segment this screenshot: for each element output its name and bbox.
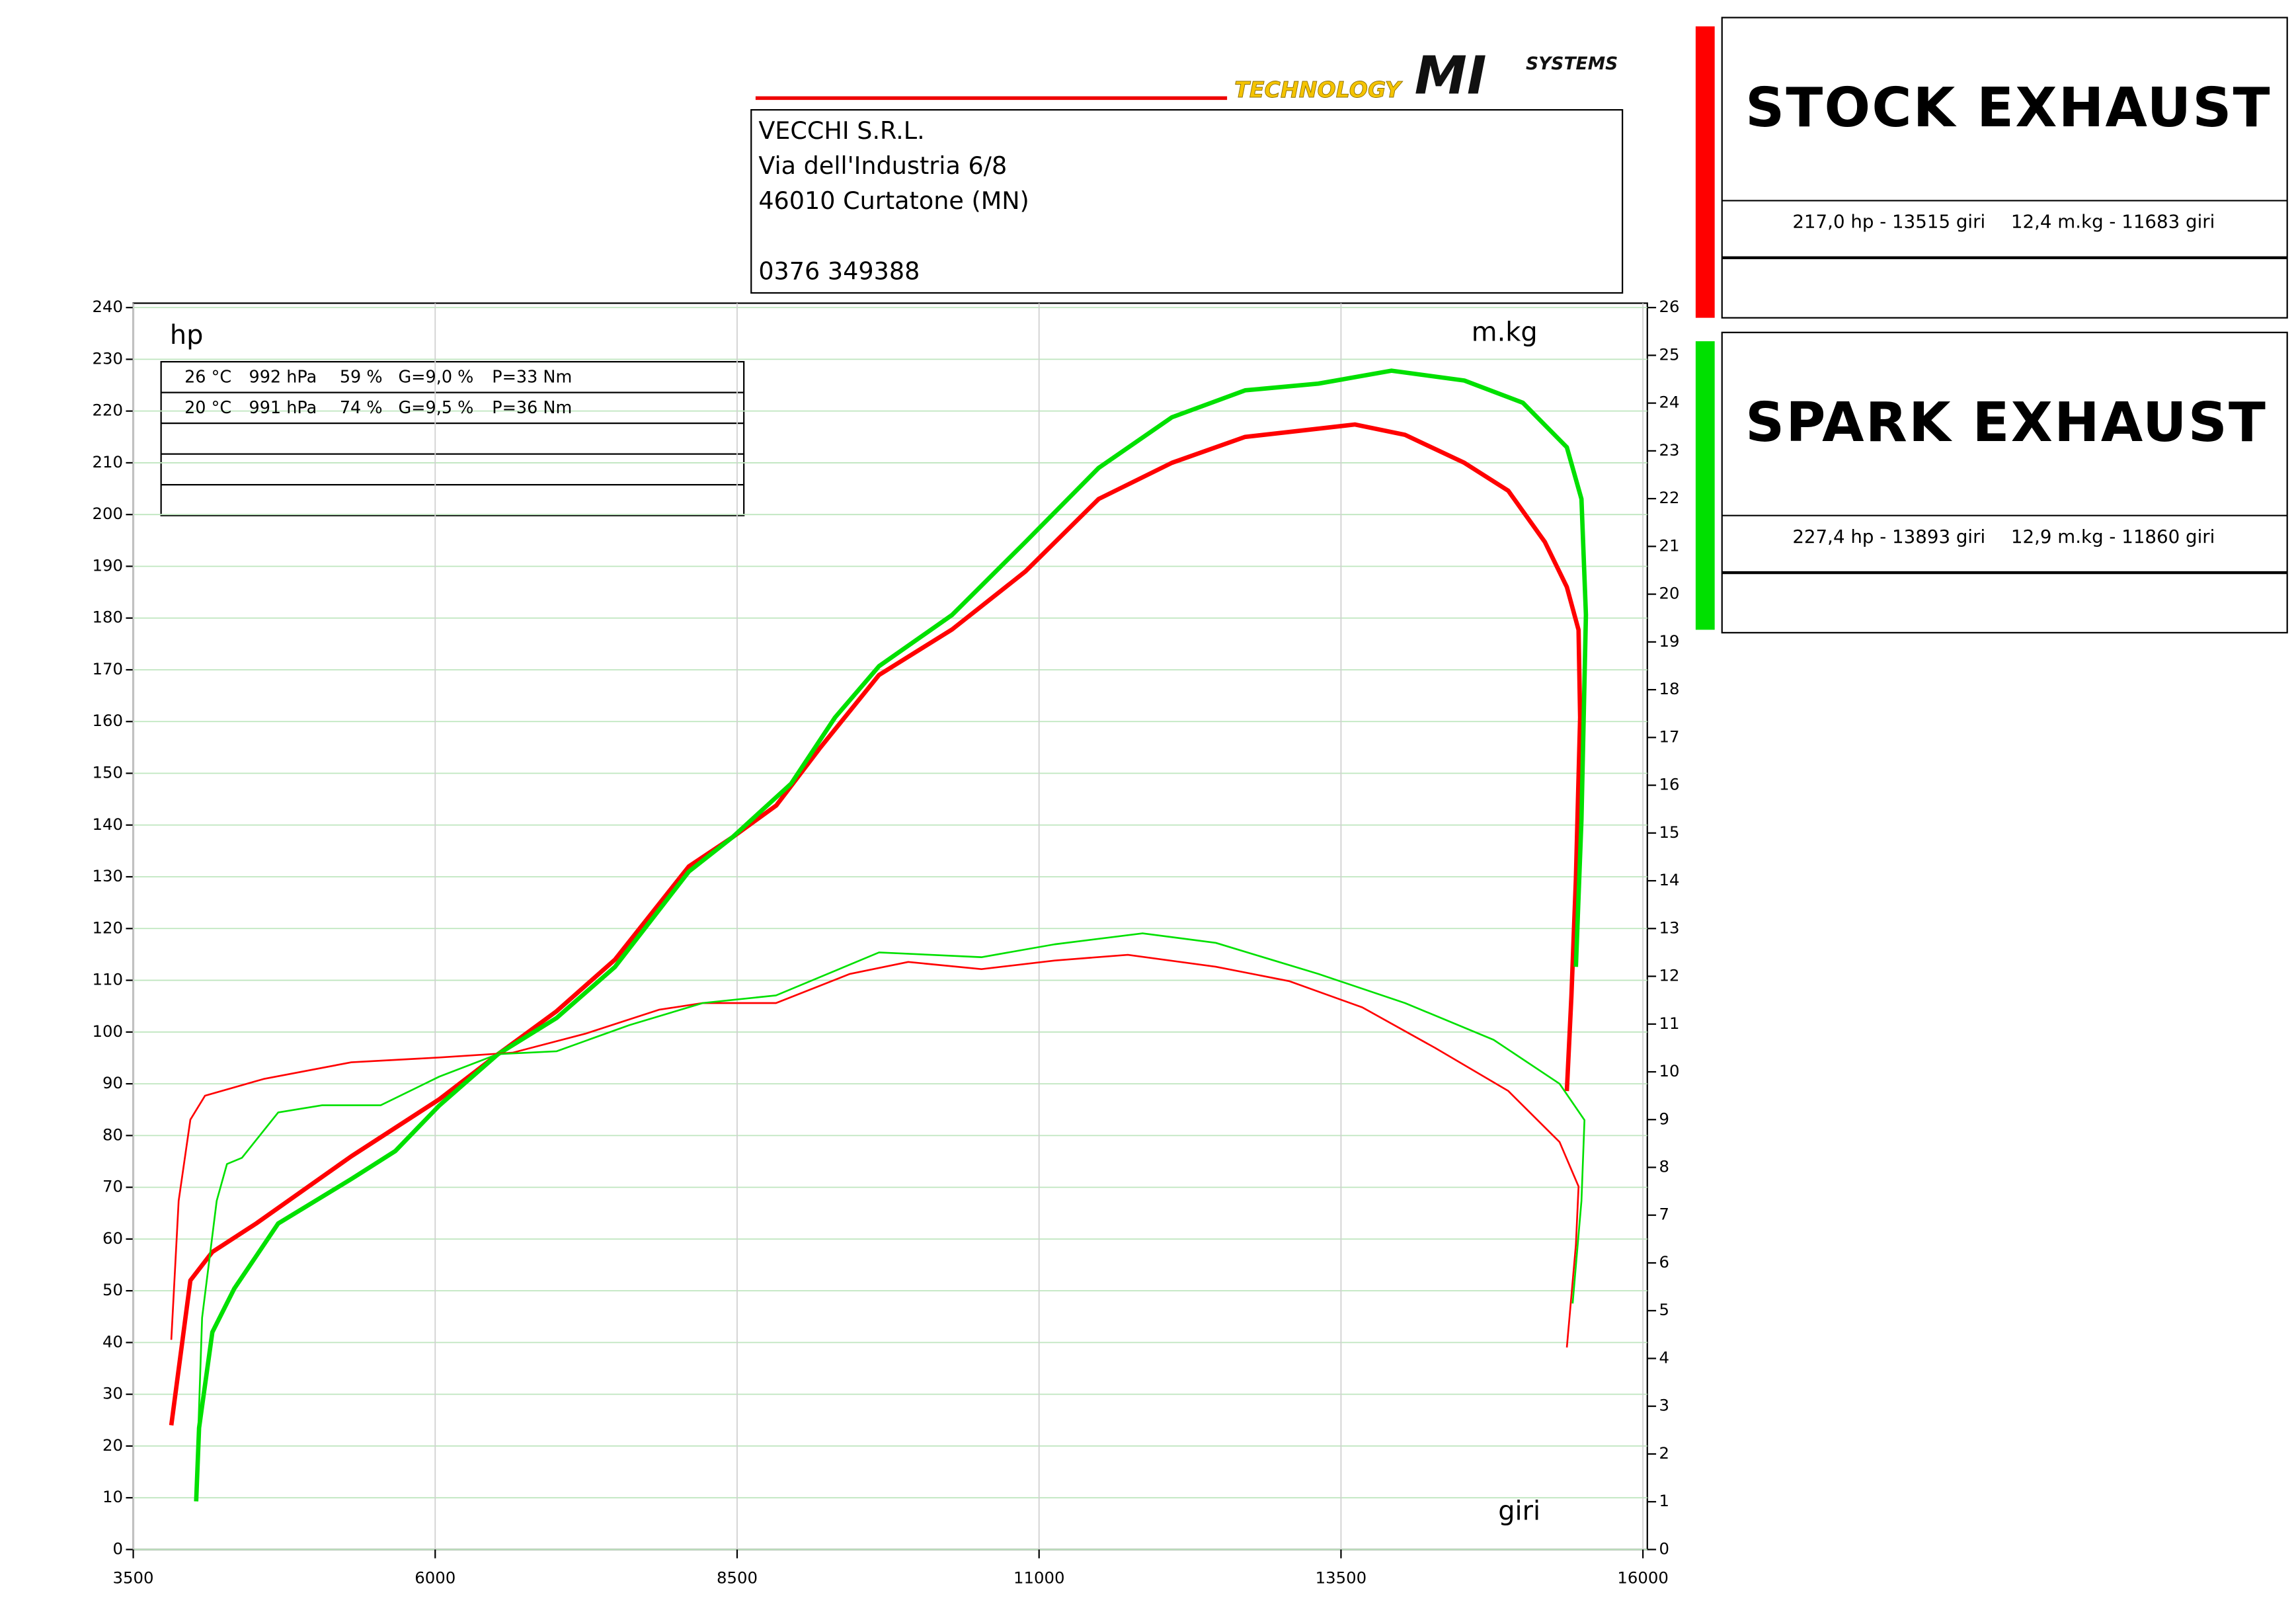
y2-tick-label: 4 [1659,1348,1669,1367]
y2-tick-label: 3 [1659,1396,1669,1415]
condition-cell: 74 % [340,398,383,418]
series-line [195,932,1586,1494]
y-tick-label: 150 [93,763,123,782]
company-line: 46010 Curtatone (MN) [758,186,1029,215]
legend-stat: 12,9 m.kg - 11860 giri [2011,526,2215,547]
y-tick-label: 220 [93,401,123,420]
y-tick-label: 10 [102,1487,123,1506]
y2-tick-label: 25 [1659,344,1680,364]
y2-tick-label: 7 [1659,1205,1669,1224]
y-tick-label: 20 [102,1435,123,1455]
x-axis-label: giri [1498,1496,1540,1527]
condition-cell: G=9,0 % [398,367,473,387]
condition-cell: 992 hPa [249,367,317,387]
legend-stat: 227,4 hp - 13893 giri [1792,526,1985,547]
company-line: 0376 349388 [758,257,920,285]
condition-cell: 26 °C [184,367,231,387]
y2-tick-label: 11 [1659,1014,1680,1033]
y2-tick-label: 17 [1659,727,1680,746]
logo-text: TECHNOLOGY [1234,77,1403,102]
y2-tick-label: 16 [1659,775,1680,794]
logo-text: MI [1415,45,1487,106]
company-line: VECCHI S.R.L. [758,116,924,145]
condition-cell: 991 hPa [249,398,317,418]
y2-tick-label: 6 [1659,1252,1669,1272]
conditions-box [160,360,745,516]
y2-tick-label: 2 [1659,1443,1669,1463]
y-axis-label: hp [170,320,204,350]
y-tick-label: 130 [93,866,123,885]
y-tick-label: 60 [102,1229,123,1248]
company-box [750,109,1624,294]
y2-tick-label: 0 [1659,1539,1669,1558]
y-tick-label: 210 [93,452,123,471]
y-tick-label: 240 [93,297,123,316]
y-tick-label: 180 [93,608,123,627]
logo-text: SYSTEMS [1526,54,1618,74]
condition-cell: 59 % [340,367,383,387]
series-line [170,953,1580,1348]
y2-tick-label: 24 [1659,393,1680,412]
x-tick-label: 11000 [1013,1568,1064,1588]
y2-tick-label: 14 [1659,870,1680,889]
y2-axis-label: m.kg [1472,317,1538,348]
y-tick-label: 50 [102,1280,123,1299]
legend-box [1721,17,2288,319]
y2-tick-label: 19 [1659,631,1680,651]
y-tick-label: 230 [93,348,123,368]
y2-tick-label: 8 [1659,1157,1669,1176]
y-tick-label: 140 [93,815,123,834]
legend-swatch [1695,26,1715,318]
condition-cell: G=9,5 % [398,398,473,418]
y-tick-label: 200 [93,504,123,523]
y-tick-label: 120 [93,918,123,937]
y2-tick-label: 12 [1659,966,1680,985]
y-tick-label: 110 [93,970,123,989]
x-tick-label: 13500 [1316,1568,1366,1588]
legend-box [1721,331,2288,633]
y2-tick-label: 22 [1659,488,1680,507]
y2-tick-label: 9 [1659,1109,1669,1128]
condition-cell: P=33 Nm [492,367,572,387]
y2-tick-label: 20 [1659,584,1680,603]
y-tick-label: 70 [102,1177,123,1196]
y2-tick-label: 18 [1659,679,1680,698]
y-tick-label: 160 [93,711,123,730]
y2-tick-label: 1 [1659,1491,1669,1510]
legend-title: SPARK EXHAUST [1745,391,2267,454]
legend-stat: 217,0 hp - 13515 giri [1792,211,1985,233]
y2-tick-label: 26 [1659,297,1680,316]
x-tick-label: 6000 [415,1568,455,1588]
y-tick-label: 80 [102,1125,123,1144]
x-tick-label: 3500 [113,1568,154,1588]
y-tick-label: 100 [93,1022,123,1041]
y2-tick-label: 21 [1659,536,1680,555]
y2-tick-label: 23 [1659,440,1680,460]
y-tick-label: 30 [102,1384,123,1403]
y-tick-label: 40 [102,1332,123,1351]
legend-stat: 12,4 m.kg - 11683 giri [2011,211,2215,233]
y2-tick-label: 5 [1659,1300,1669,1319]
condition-cell: P=36 Nm [492,398,572,418]
series-line [194,368,1589,1502]
legend-swatch [1695,341,1715,630]
x-tick-label: 16000 [1617,1568,1668,1588]
legend-title: STOCK EXHAUST [1745,77,2272,140]
y-tick-label: 90 [102,1073,123,1092]
y2-tick-label: 13 [1659,918,1680,937]
y-tick-label: 0 [113,1539,123,1558]
y-tick-label: 190 [93,555,123,575]
condition-cell: 20 °C [184,398,231,418]
y2-tick-label: 15 [1659,823,1680,842]
series-line [169,422,1583,1426]
y2-tick-label: 10 [1659,1061,1680,1080]
y-tick-label: 170 [93,659,123,678]
x-tick-label: 8500 [717,1568,758,1588]
company-line: Via dell'Industria 6/8 [758,151,1007,180]
